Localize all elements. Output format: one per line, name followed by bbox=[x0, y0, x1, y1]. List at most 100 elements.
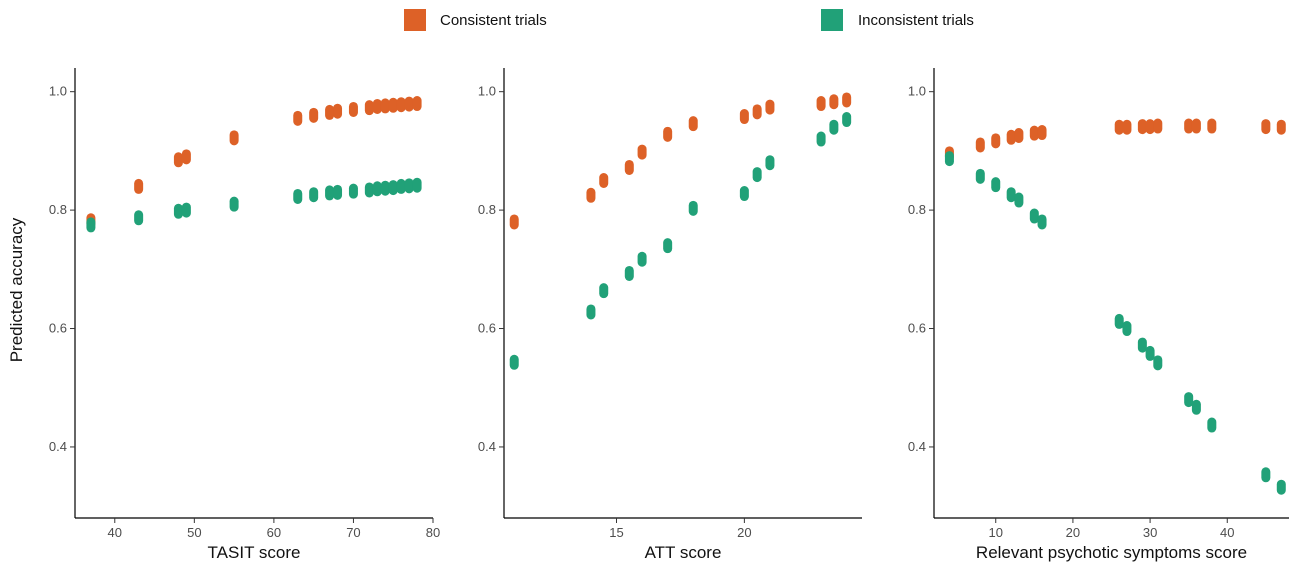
data-point bbox=[765, 99, 775, 115]
data-point bbox=[1029, 208, 1039, 224]
y-axis-title: Predicted accuracy bbox=[7, 217, 26, 362]
data-point bbox=[1122, 119, 1132, 135]
data-point bbox=[1006, 187, 1016, 203]
data-point bbox=[599, 283, 609, 299]
y-tick-label: 0.4 bbox=[478, 439, 496, 454]
data-point bbox=[404, 178, 414, 194]
data-point bbox=[624, 159, 634, 175]
data-point bbox=[396, 178, 406, 194]
x-tick-label: 20 bbox=[1066, 525, 1080, 540]
data-point bbox=[1014, 192, 1024, 208]
data-point bbox=[388, 180, 398, 196]
data-point bbox=[333, 184, 343, 200]
data-point bbox=[1114, 119, 1124, 135]
series-consistent bbox=[944, 118, 1286, 162]
data-point bbox=[1037, 214, 1047, 230]
data-point bbox=[1145, 119, 1155, 135]
x-tick-label: 70 bbox=[346, 525, 360, 540]
data-point bbox=[325, 185, 335, 201]
data-point bbox=[380, 180, 390, 196]
data-point bbox=[1261, 119, 1271, 135]
data-point bbox=[739, 109, 749, 125]
data-point bbox=[752, 167, 762, 183]
data-point bbox=[325, 104, 335, 120]
y-tick-label: 1.0 bbox=[478, 84, 496, 99]
data-point bbox=[1122, 321, 1132, 337]
series-inconsistent bbox=[944, 151, 1286, 495]
data-point bbox=[1191, 399, 1201, 415]
data-point bbox=[688, 116, 698, 132]
data-point bbox=[1153, 355, 1163, 371]
data-point bbox=[1145, 345, 1155, 361]
legend-swatch-consistent bbox=[404, 9, 426, 31]
data-point bbox=[309, 107, 319, 123]
data-point bbox=[181, 149, 191, 165]
data-point bbox=[739, 186, 749, 202]
x-tick-label: 40 bbox=[1220, 525, 1234, 540]
data-point bbox=[372, 98, 382, 114]
series-consistent bbox=[86, 96, 422, 229]
data-point bbox=[229, 196, 239, 212]
data-point bbox=[991, 133, 1001, 149]
data-point bbox=[396, 97, 406, 113]
x-tick-label: 15 bbox=[609, 525, 623, 540]
data-point bbox=[1184, 118, 1194, 134]
data-point bbox=[1006, 129, 1016, 145]
x-tick-label: 30 bbox=[1143, 525, 1157, 540]
data-point bbox=[372, 181, 382, 197]
x-tick-label: 20 bbox=[737, 525, 751, 540]
data-point bbox=[412, 96, 422, 112]
data-point bbox=[293, 188, 303, 204]
x-tick-label: 40 bbox=[108, 525, 122, 540]
data-point bbox=[599, 173, 609, 188]
data-point bbox=[1184, 392, 1194, 408]
data-point bbox=[637, 251, 647, 267]
data-point bbox=[412, 177, 422, 193]
data-point bbox=[975, 168, 985, 184]
data-point bbox=[293, 110, 303, 126]
data-point bbox=[364, 182, 374, 198]
series-inconsistent bbox=[86, 177, 422, 233]
legend-label-consistent: Consistent trials bbox=[440, 12, 547, 29]
legend-swatch-inconsistent bbox=[821, 9, 843, 31]
data-point bbox=[637, 144, 647, 160]
data-point bbox=[364, 100, 374, 116]
data-point bbox=[1037, 125, 1047, 141]
data-point bbox=[348, 183, 358, 199]
y-tick-label: 0.4 bbox=[908, 439, 926, 454]
panel-1: 0.4 0.6 0.8 1.0 40 50 60 70 80 TASIT score bbox=[49, 68, 440, 562]
data-point bbox=[842, 112, 852, 128]
series-inconsistent bbox=[509, 112, 852, 370]
x-axis-title: TASIT score bbox=[208, 543, 301, 562]
data-point bbox=[586, 187, 596, 203]
data-point bbox=[765, 155, 775, 171]
data-point bbox=[752, 104, 762, 120]
x-tick-label: 50 bbox=[187, 525, 201, 540]
y-tick-label: 1.0 bbox=[908, 84, 926, 99]
data-point bbox=[348, 101, 358, 117]
y-tick-label: 0.6 bbox=[908, 321, 926, 336]
data-point bbox=[816, 131, 826, 147]
data-point bbox=[1276, 119, 1286, 135]
data-point bbox=[1207, 417, 1217, 433]
data-point bbox=[816, 96, 826, 112]
data-point bbox=[829, 119, 839, 135]
data-point bbox=[229, 130, 239, 146]
data-point bbox=[842, 92, 852, 108]
panel-2: 0.4 0.6 0.8 1.0 15 20 ATT score bbox=[478, 68, 862, 562]
data-point bbox=[1114, 313, 1124, 329]
data-point bbox=[1014, 128, 1024, 143]
data-point bbox=[380, 98, 390, 114]
y-tick-label: 0.6 bbox=[49, 321, 67, 336]
y-tick-label: 0.8 bbox=[49, 202, 67, 217]
data-point bbox=[404, 96, 414, 112]
data-point bbox=[181, 202, 191, 218]
data-point bbox=[1261, 467, 1271, 483]
data-point bbox=[1137, 119, 1147, 135]
data-point bbox=[134, 178, 144, 194]
y-tick-label: 0.8 bbox=[908, 202, 926, 217]
x-axis-title: Relevant psychotic symptoms score bbox=[976, 543, 1247, 562]
panel-3: 0.4 0.6 0.8 1.0 10 20 30 40 Relevant psychotic s… bbox=[908, 68, 1289, 562]
